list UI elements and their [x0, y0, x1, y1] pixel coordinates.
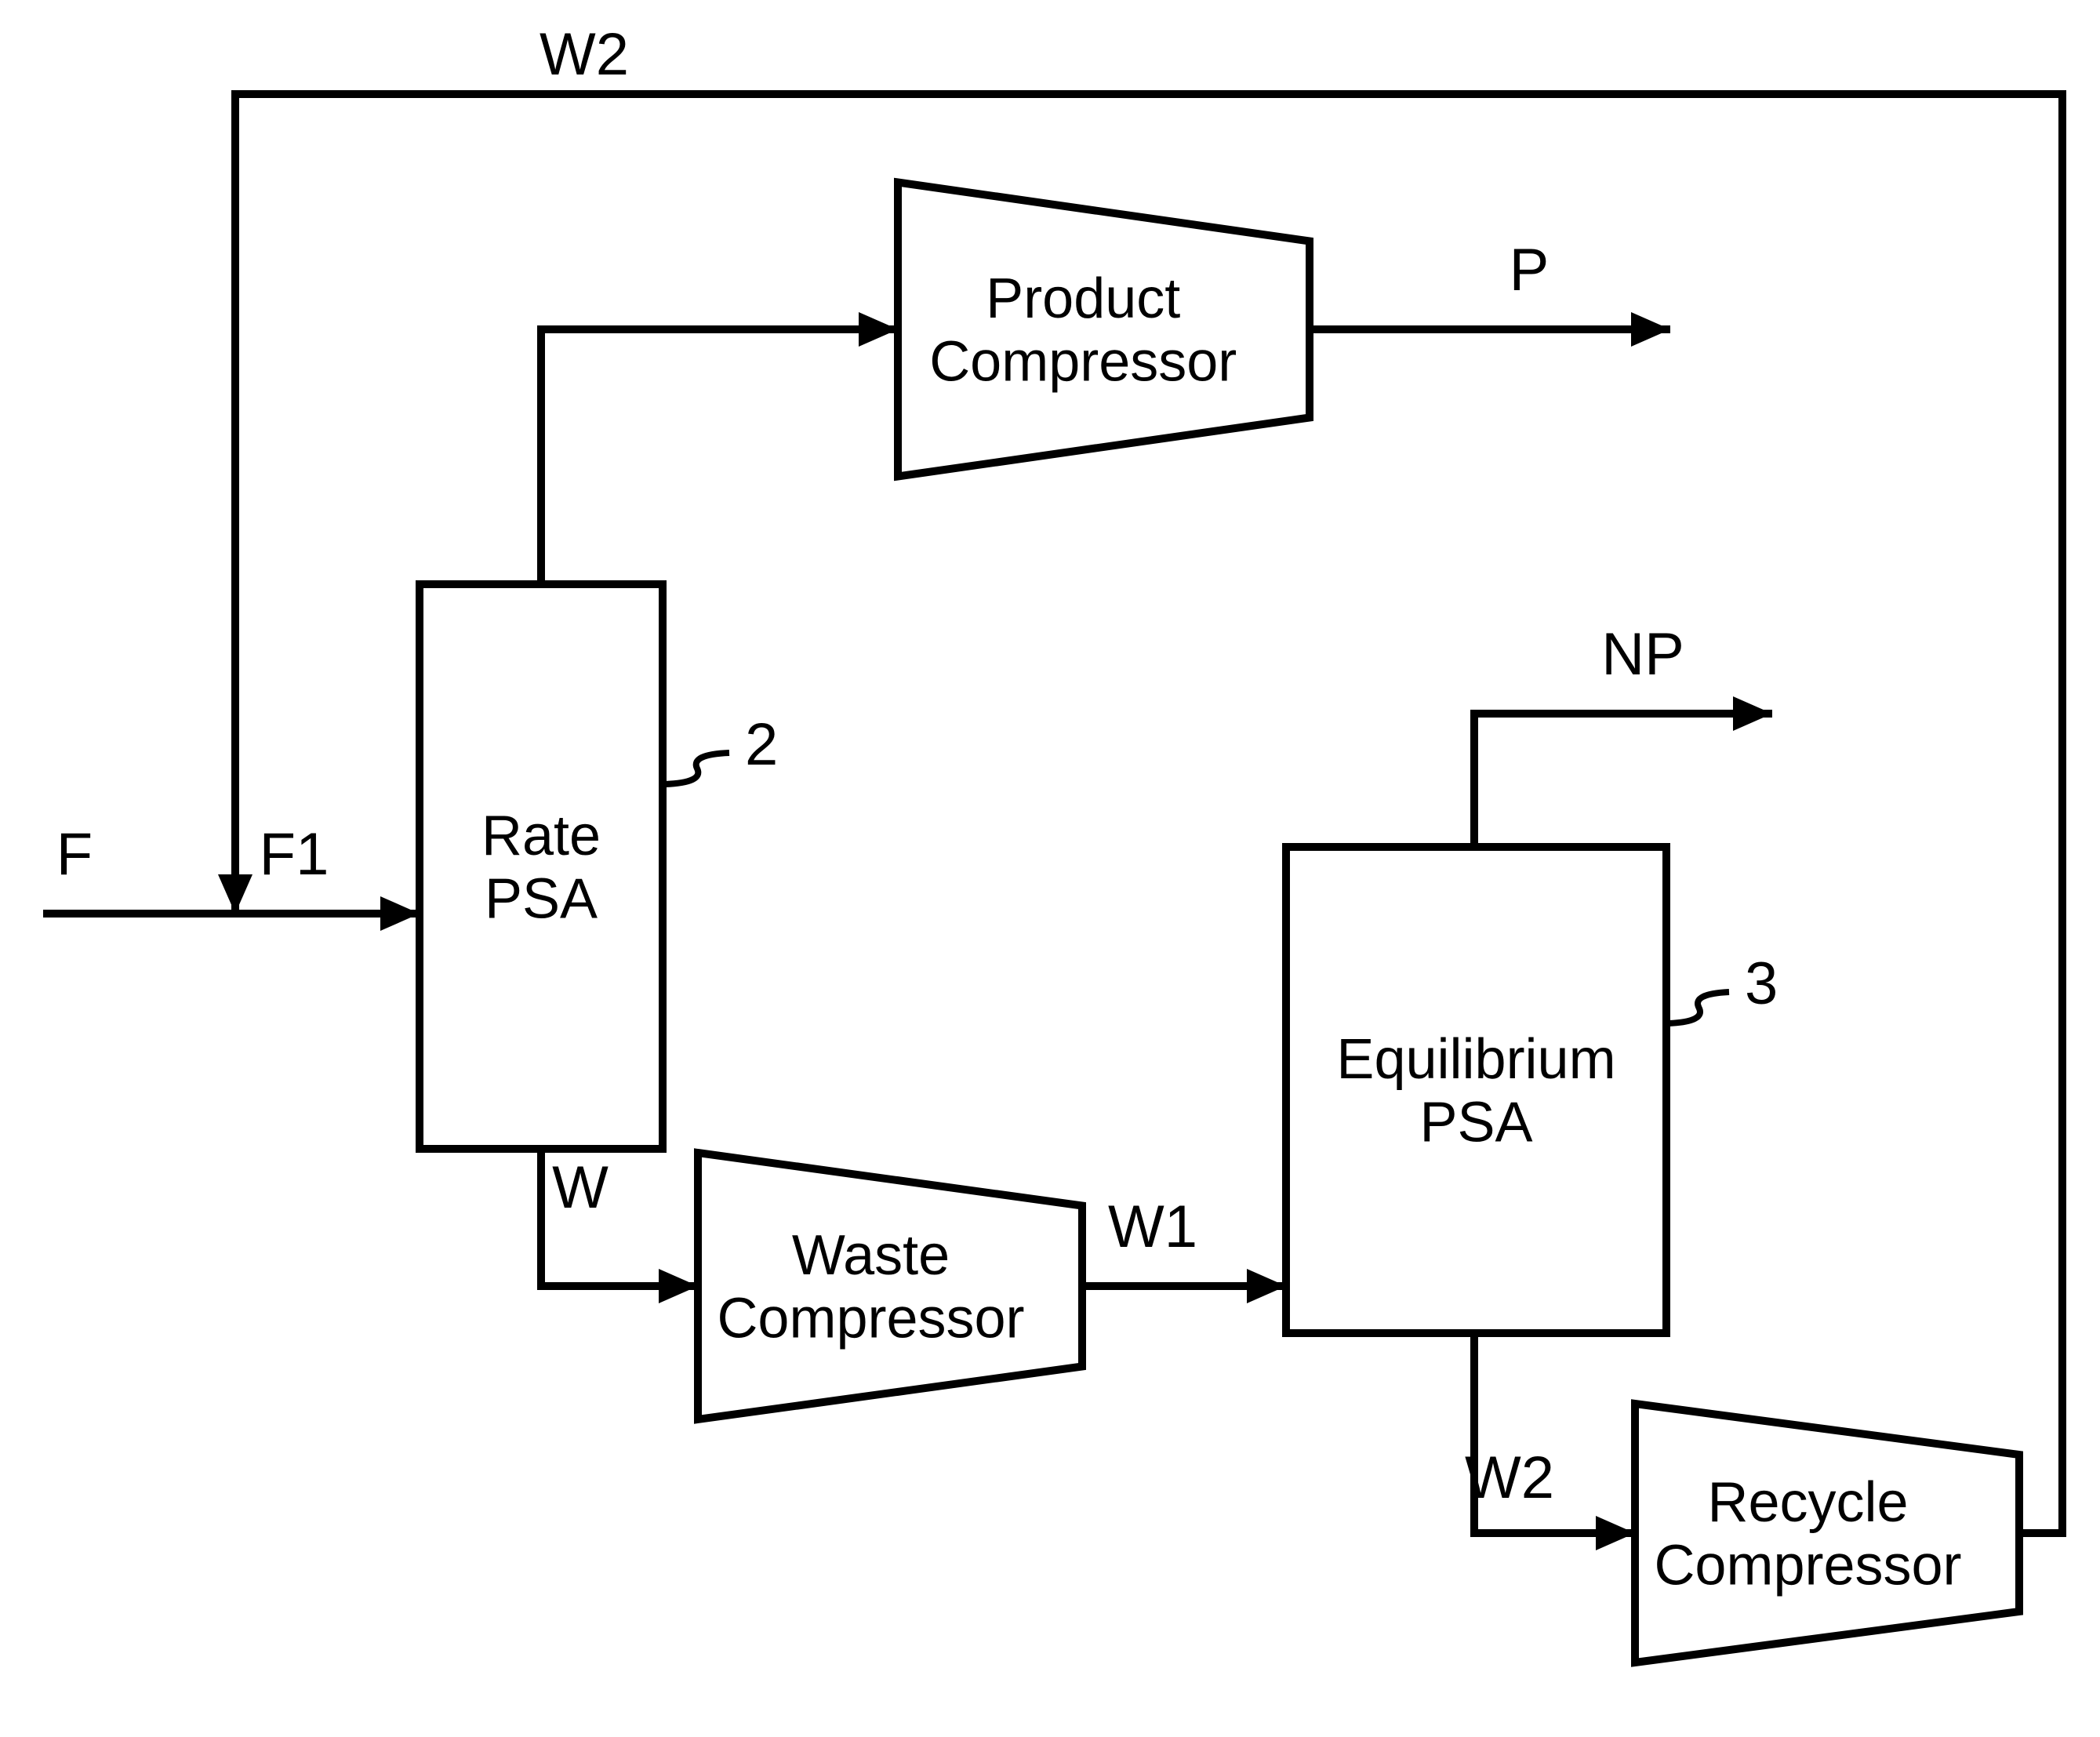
rate_psa-label-0: Rate	[481, 805, 601, 867]
equilibrium_psa-label-0: Equilibrium	[1336, 1028, 1615, 1091]
ref2: 2	[745, 711, 778, 778]
product-out-P-label: P	[1510, 237, 1550, 303]
equilibrium-top-NP-label: NP	[1601, 621, 1684, 688]
ref3: 3	[1745, 950, 1778, 1017]
waste_compressor-label-1: Compressor	[717, 1288, 1024, 1350]
recycle-loop-W2-label: W2	[540, 21, 629, 88]
equilibrium_psa-label-1: PSA	[1419, 1092, 1532, 1154]
waste-to-equilibrium-label: W1	[1108, 1194, 1197, 1260]
equilibrium-top-NP	[1474, 714, 1772, 847]
recycle_compressor-label-1: Compressor	[1654, 1535, 1961, 1597]
feed-F1-label: F1	[260, 821, 329, 888]
rate-top-to-product	[541, 329, 898, 584]
product_compressor-label-1: Compressor	[929, 331, 1237, 394]
recycle_compressor-label-0: Recycle	[1707, 1471, 1908, 1534]
feed-F-label: F	[56, 821, 93, 888]
equilibrium-bottom-to-recycle-label: W2	[1465, 1444, 1554, 1511]
product_compressor-label-0: Product	[986, 267, 1180, 330]
rate_psa-label-1: PSA	[485, 868, 598, 931]
rate-bottom-to-waste-label: W	[552, 1154, 609, 1221]
waste_compressor-label-0: Waste	[792, 1224, 950, 1287]
